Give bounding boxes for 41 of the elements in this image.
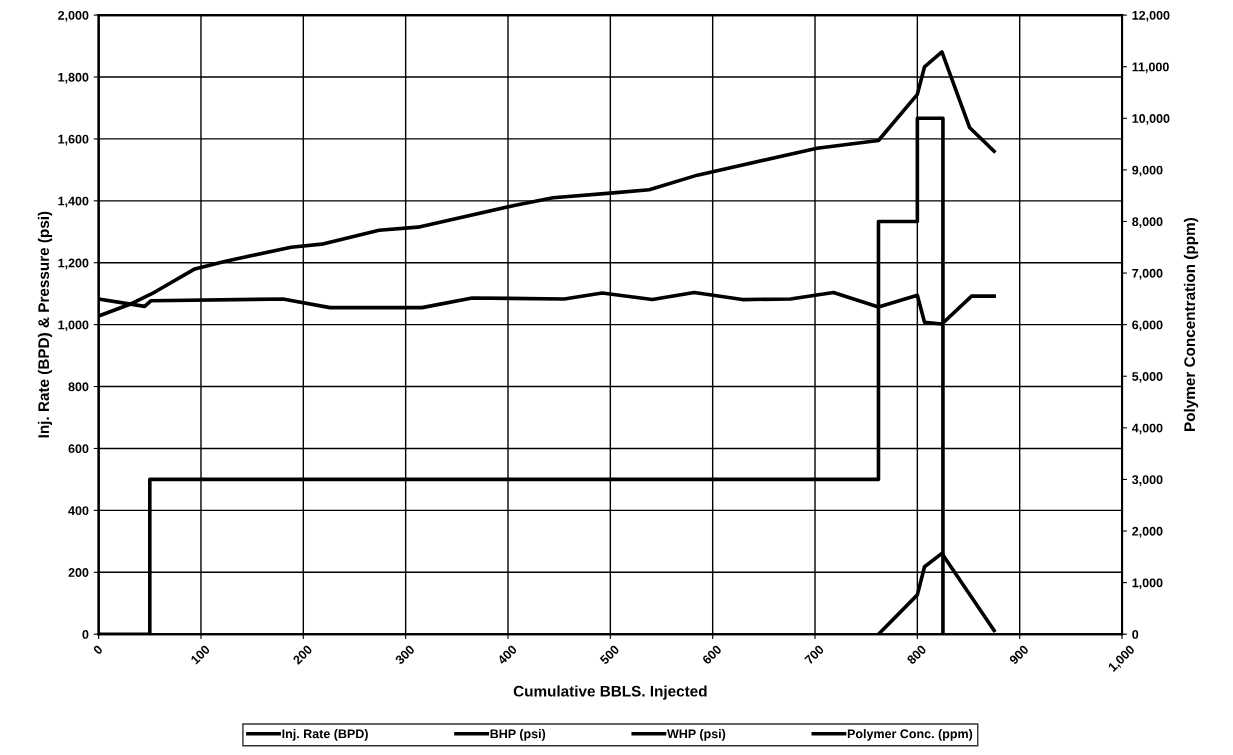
y2-tick-label: 10,000 xyxy=(1132,114,1170,125)
y2-tick-label: 7,000 xyxy=(1132,268,1163,280)
y-tick-label: 1,600 xyxy=(58,134,89,146)
y-tick-label: 1,000 xyxy=(58,320,89,332)
y2-tick-label: 4,000 xyxy=(1131,423,1163,435)
x-tick-label: 500 xyxy=(599,644,620,665)
y-tick-label: 2,000 xyxy=(58,10,89,22)
y2-tick-label: 9,000 xyxy=(1132,165,1163,177)
y2-tick-label: 3,000 xyxy=(1132,475,1163,486)
x-tick-label: 600 xyxy=(701,644,723,665)
legend-label: WHP (psi) xyxy=(667,729,726,741)
x-tick-label: 800 xyxy=(906,644,927,665)
x-tick-label: 700 xyxy=(804,644,825,665)
y-tick-label: 1,400 xyxy=(58,196,89,208)
y-tick-label: 1,200 xyxy=(58,258,89,270)
y2-tick-label: 12,000 xyxy=(1132,10,1170,22)
x-tick-label: 100 xyxy=(190,644,211,665)
y2-tick-label: 1,000 xyxy=(1132,578,1163,590)
y2-axis-title: Polymer Concentration (ppm) xyxy=(1183,218,1199,431)
y-tick-label: 600 xyxy=(68,444,89,454)
y-tick-label: 0 xyxy=(82,630,89,639)
y2-tick-label: 5,000 xyxy=(1132,372,1163,383)
x-axis-title: Cumulative BBLS. Injected xyxy=(513,685,707,700)
x-tick-label: 200 xyxy=(292,644,313,665)
x-tick-label: 300 xyxy=(394,644,416,665)
x-tick-label: 0 xyxy=(92,644,104,655)
y-tick-label: 800 xyxy=(68,382,89,392)
x-tick-label: 400 xyxy=(496,644,518,666)
y-axis-title: Inj. Rate (BPD) & Pressure (psi) xyxy=(37,211,53,438)
y2-tick-label: 8,000 xyxy=(1132,217,1163,228)
y2-tick-label: 0 xyxy=(1132,630,1139,639)
y-tick-label: 1,800 xyxy=(58,72,89,84)
x-tick-label: 900 xyxy=(1008,644,1030,665)
y2-tick-label: 11,000 xyxy=(1132,62,1169,74)
y2-tick-label: 6,000 xyxy=(1132,320,1163,332)
legend-label: BHP (psi) xyxy=(490,729,546,741)
legend-label: Inj. Rate (BPD) xyxy=(282,729,368,741)
legend-label: Polymer Conc. (ppm) xyxy=(847,729,973,741)
y2-tick-label: 2,000 xyxy=(1132,526,1163,538)
y-tick-label: 200 xyxy=(68,568,89,577)
y-tick-label: 400 xyxy=(68,506,89,516)
